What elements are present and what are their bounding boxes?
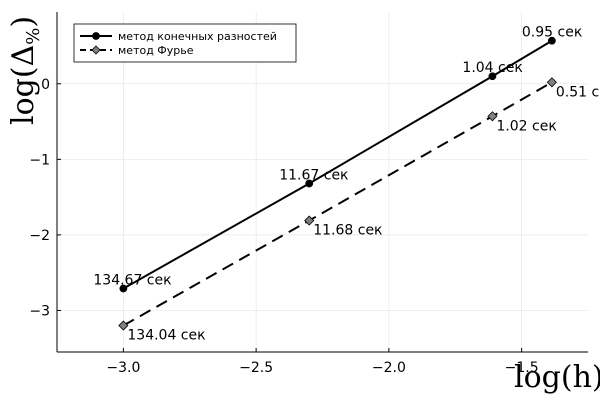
- legend-label: метод конечных разностей: [118, 30, 277, 43]
- x-tick-label: −2.0: [372, 360, 406, 376]
- data-label: 0.51 сек: [556, 84, 600, 100]
- data-point: [487, 111, 498, 122]
- data-label: 134.67 сек: [93, 273, 171, 289]
- x-tick-label: −2.5: [239, 360, 273, 376]
- series-line: [122, 39, 553, 290]
- data-label: 134.04 сек: [127, 328, 205, 344]
- y-axis-title-close: ): [6, 16, 41, 28]
- x-axis-title: log(h): [514, 360, 600, 395]
- y-tick-label: −3: [29, 303, 50, 319]
- axes: [56, 12, 588, 353]
- data-point: [119, 284, 128, 293]
- x-tick-label: −1.5: [505, 360, 539, 376]
- data-point: [304, 215, 315, 226]
- data-label: 11.67 сек: [279, 168, 348, 184]
- legend-box: [73, 23, 297, 63]
- grid: [57, 12, 588, 352]
- data-label: 0.95 сек: [522, 25, 582, 41]
- data-label: 11.68 сек: [313, 223, 382, 239]
- data-point: [547, 36, 556, 45]
- y-axis-title-main: log(Δ: [6, 45, 41, 125]
- tick-labels: −3.0 −2.5 −2.0 −1.5 −3 −2 −1 0: [29, 77, 538, 376]
- legend-label: метод Фурье: [118, 44, 194, 57]
- y-tick-label: −2: [29, 228, 50, 244]
- y-axis-title: log(Δ%): [6, 16, 44, 125]
- data-point: [546, 77, 557, 88]
- y-axis-title-sub: %: [23, 28, 44, 45]
- data-point: [118, 320, 129, 331]
- series: [118, 36, 557, 331]
- legend-marker: [91, 45, 101, 55]
- data-label: 1.04 сек: [462, 60, 522, 76]
- legend-marker: [92, 32, 100, 40]
- data-point: [488, 72, 497, 81]
- data-labels: 134.67 сек 11.67 сек 1.04 сек 0.95 сек 134.0…: [93, 25, 600, 344]
- y-tick-label: −1: [29, 152, 50, 168]
- y-tick-label: 0: [41, 77, 50, 93]
- x-tick-label: −3.0: [106, 360, 140, 376]
- series-line: [122, 81, 553, 327]
- data-label: 1.02 сек: [496, 118, 556, 134]
- data-point: [305, 179, 314, 188]
